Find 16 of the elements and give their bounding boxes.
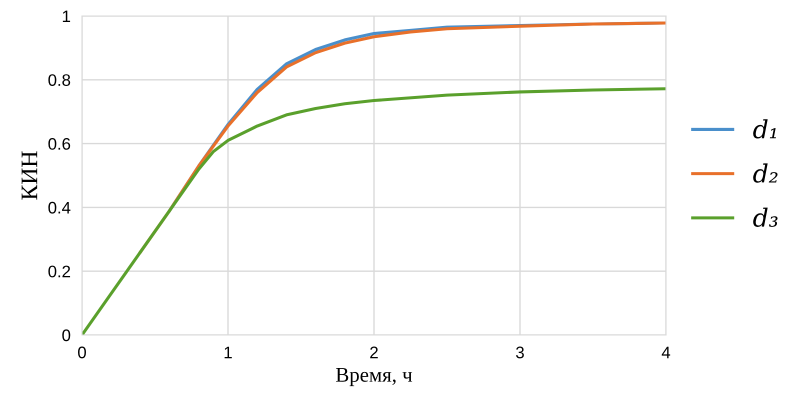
- x-axis-title: Время, ч: [336, 368, 412, 386]
- y-tick-label: 0.4: [48, 202, 70, 214]
- x-tick-label: 0: [78, 346, 86, 358]
- y-tick-label: 0.8: [48, 74, 70, 86]
- x-tick-label: 3: [516, 346, 524, 358]
- y-tick-label: 0.2: [48, 266, 70, 278]
- x-tick-label: 1: [224, 346, 232, 358]
- legend-label: d₁: [753, 119, 776, 139]
- x-tick-label: 2: [370, 346, 378, 358]
- legend-label: d₃: [753, 208, 778, 227]
- y-tick-label: 0: [62, 329, 70, 342]
- legend-label: d₂: [753, 163, 778, 183]
- y-tick-label: 1: [62, 10, 70, 22]
- y-tick-label: 0.6: [48, 138, 70, 150]
- x-tick-label: 4: [662, 346, 670, 358]
- y-axis-title: КИН: [22, 151, 38, 200]
